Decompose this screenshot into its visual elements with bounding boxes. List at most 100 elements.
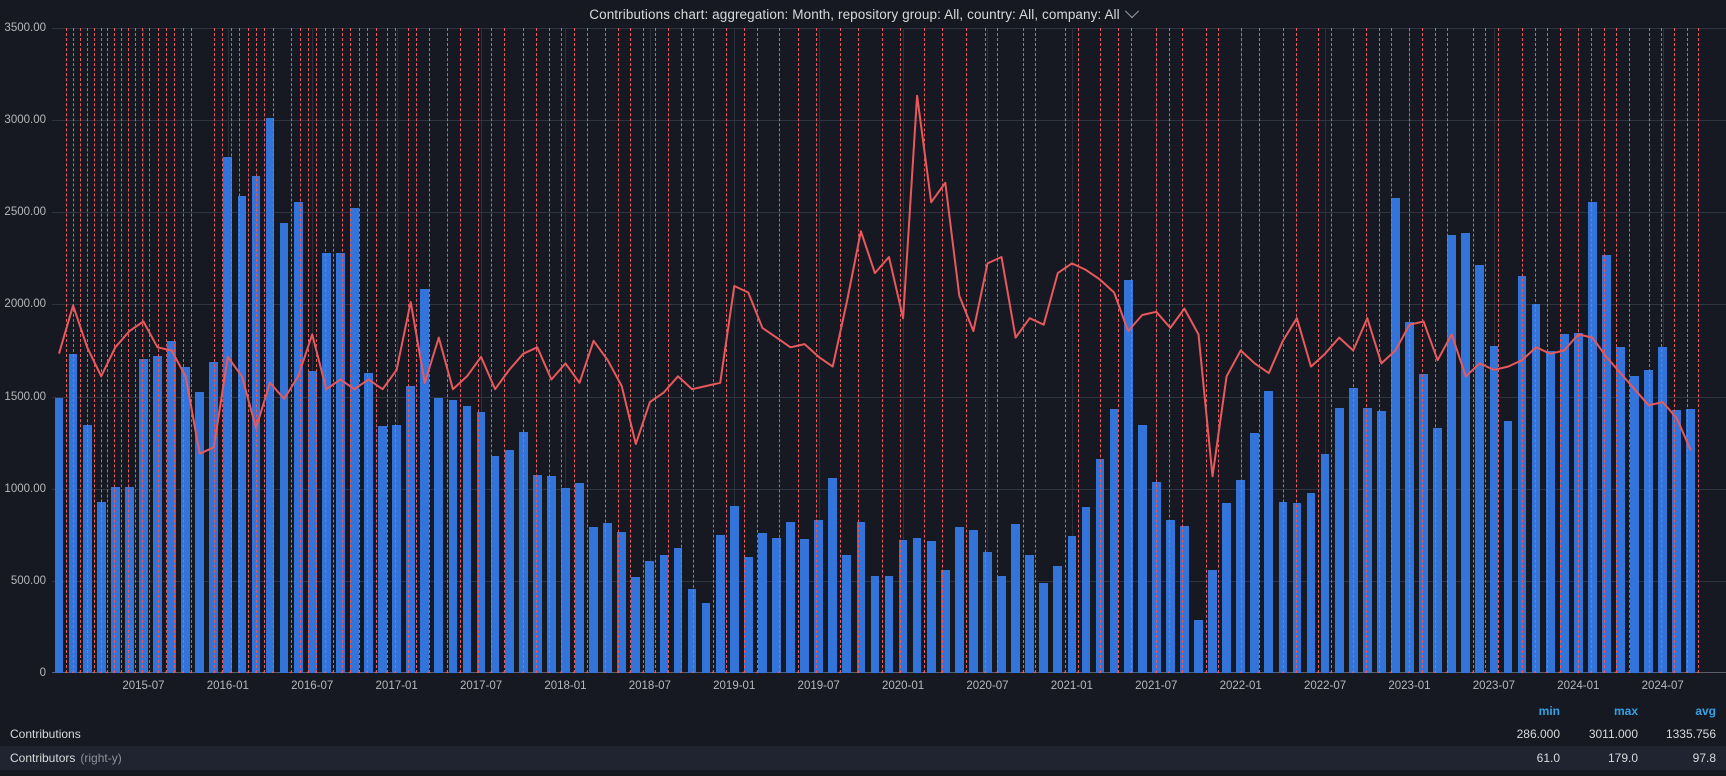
annotation-marker[interactable] bbox=[1348, 671, 1359, 673]
annotation-line[interactable] bbox=[272, 28, 274, 673]
annotation-line[interactable] bbox=[386, 28, 388, 673]
annotation-line[interactable] bbox=[997, 28, 999, 673]
annotation-marker[interactable] bbox=[137, 671, 148, 673]
annotation-line[interactable] bbox=[797, 28, 799, 673]
annotation-marker[interactable] bbox=[1017, 671, 1028, 673]
annotation-marker[interactable] bbox=[311, 671, 322, 673]
annotation-line[interactable] bbox=[839, 28, 841, 673]
annotation-line[interactable] bbox=[490, 28, 492, 673]
annotation-line[interactable] bbox=[858, 28, 860, 673]
annotation-line[interactable] bbox=[1648, 28, 1650, 673]
annotation-marker[interactable] bbox=[895, 671, 906, 673]
annotation-line[interactable] bbox=[900, 28, 902, 673]
annotation-marker[interactable] bbox=[663, 671, 674, 673]
annotation-line[interactable] bbox=[535, 28, 537, 673]
annotation-marker[interactable] bbox=[937, 671, 948, 673]
annotation-line[interactable] bbox=[213, 28, 215, 673]
annotation-marker[interactable] bbox=[303, 671, 314, 673]
annotation-marker[interactable] bbox=[1373, 671, 1384, 673]
annotation-line[interactable] bbox=[725, 28, 727, 673]
annotation-marker[interactable] bbox=[75, 671, 86, 673]
annotation-marker[interactable] bbox=[1386, 671, 1397, 673]
annotation-marker[interactable] bbox=[1467, 671, 1478, 673]
annotation-marker[interactable] bbox=[1529, 671, 1540, 673]
annotation-marker[interactable] bbox=[675, 671, 686, 673]
annotation-marker[interactable] bbox=[876, 671, 887, 673]
annotation-marker[interactable] bbox=[543, 671, 554, 673]
annotation-line[interactable] bbox=[655, 28, 657, 673]
annotation-line[interactable] bbox=[548, 28, 550, 673]
annotation-line[interactable] bbox=[744, 28, 746, 673]
annotation-marker[interactable] bbox=[1417, 671, 1428, 673]
annotation-line[interactable] bbox=[1590, 28, 1592, 673]
annotation-line[interactable] bbox=[1218, 28, 1220, 673]
annotation-line[interactable] bbox=[523, 28, 525, 673]
annotation-marker[interactable] bbox=[294, 671, 305, 673]
annotation-line[interactable] bbox=[1181, 28, 1183, 673]
annotation-marker[interactable] bbox=[581, 671, 592, 673]
annotation-marker[interactable] bbox=[1277, 671, 1288, 673]
annotation-marker[interactable] bbox=[688, 671, 699, 673]
annotation-line[interactable] bbox=[1498, 28, 1500, 673]
annotation-line[interactable] bbox=[341, 28, 343, 673]
legend-row-contributions[interactable]: Contributions 286.000 3011.000 1335.756 bbox=[0, 722, 1726, 746]
annotation-marker[interactable] bbox=[1611, 671, 1622, 673]
annotation-line[interactable] bbox=[429, 28, 430, 673]
annotation-marker[interactable] bbox=[518, 671, 529, 673]
legend-row-contributors[interactable]: Contributors (right-y) 61.0 179.0 97.8 bbox=[0, 746, 1726, 770]
annotation-line[interactable] bbox=[1168, 28, 1170, 673]
annotation-line[interactable] bbox=[447, 28, 449, 673]
chevron-down-icon[interactable] bbox=[1124, 4, 1139, 19]
annotation-line[interactable] bbox=[324, 28, 326, 673]
annotation-line[interactable] bbox=[1077, 28, 1079, 673]
annotation-line[interactable] bbox=[984, 28, 986, 673]
annotation-marker[interactable] bbox=[234, 671, 245, 673]
legend-series-name-contributors[interactable]: Contributors (right-y) bbox=[0, 751, 1492, 765]
annotation-line[interactable] bbox=[1282, 28, 1284, 673]
annotation-line[interactable] bbox=[66, 28, 68, 673]
annotation-marker[interactable] bbox=[1681, 671, 1692, 673]
annotation-marker[interactable] bbox=[144, 671, 155, 673]
annotation-line[interactable] bbox=[1603, 28, 1605, 673]
annotation-line[interactable] bbox=[375, 28, 377, 673]
annotation-marker[interactable] bbox=[250, 671, 261, 673]
annotation-line[interactable] bbox=[1697, 28, 1699, 673]
annotation-line[interactable] bbox=[642, 28, 644, 673]
annotation-marker[interactable] bbox=[259, 671, 270, 673]
annotation-marker[interactable] bbox=[186, 671, 197, 673]
annotation-line[interactable] bbox=[1130, 28, 1132, 673]
annotation-line[interactable] bbox=[182, 28, 184, 673]
annotation-line[interactable] bbox=[459, 28, 461, 673]
annotation-marker[interactable] bbox=[650, 671, 661, 673]
annotation-marker[interactable] bbox=[556, 671, 567, 673]
annotation-line[interactable] bbox=[142, 28, 144, 673]
annotation-line[interactable] bbox=[1472, 28, 1474, 673]
annotation-line[interactable] bbox=[291, 28, 293, 673]
annotation-marker[interactable] bbox=[115, 671, 126, 673]
annotation-marker[interactable] bbox=[774, 671, 785, 673]
annotation-marker[interactable] bbox=[108, 671, 119, 673]
annotation-line[interactable] bbox=[239, 28, 241, 673]
annotation-marker[interactable] bbox=[612, 671, 623, 673]
annotation-marker[interactable] bbox=[82, 671, 93, 673]
annotation-marker[interactable] bbox=[1151, 671, 1162, 673]
annotation-marker[interactable] bbox=[1480, 671, 1491, 673]
annotation-marker[interactable] bbox=[792, 671, 803, 673]
annotation-line[interactable] bbox=[367, 28, 369, 673]
panel-title[interactable]: Contributions chart: aggregation: Month,… bbox=[589, 6, 1120, 22]
annotation-line[interactable] bbox=[1534, 28, 1536, 673]
annotation-line[interactable] bbox=[1686, 28, 1688, 673]
annotation-marker[interactable] bbox=[177, 671, 188, 673]
annotation-marker[interactable] bbox=[979, 671, 990, 673]
annotation-line[interactable] bbox=[333, 28, 335, 673]
annotation-marker[interactable] bbox=[1585, 671, 1596, 673]
annotation-marker[interactable] bbox=[1404, 671, 1415, 673]
annotation-line[interactable] bbox=[1318, 28, 1320, 673]
annotation-marker[interactable] bbox=[1072, 671, 1083, 673]
annotation-marker[interactable] bbox=[208, 671, 219, 673]
annotation-line[interactable] bbox=[80, 28, 82, 673]
annotation-marker[interactable] bbox=[637, 671, 648, 673]
annotation-marker[interactable] bbox=[498, 671, 509, 673]
annotation-marker[interactable] bbox=[362, 671, 373, 673]
legend-series-name-contributions[interactable]: Contributions bbox=[10, 727, 81, 741]
